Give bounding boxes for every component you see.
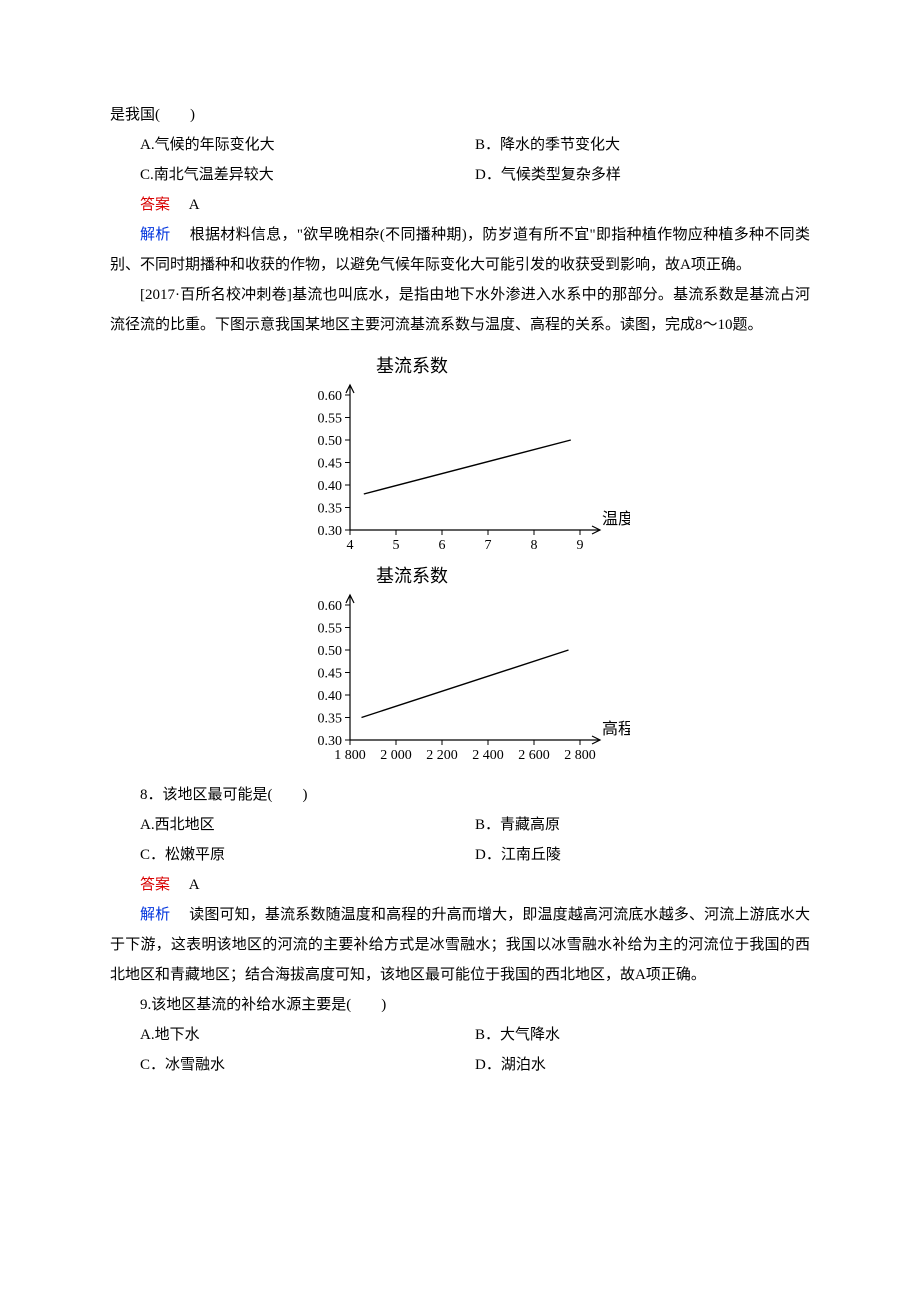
document-page: 是我国( ) A.气候的年际变化大 B．降水的季节变化大 C.南北气温差异较大 … bbox=[0, 0, 920, 1302]
q9-option-a: A.地下水 bbox=[110, 1020, 475, 1050]
svg-text:7: 7 bbox=[485, 538, 492, 553]
q9-option-d: D．湖泊水 bbox=[475, 1050, 810, 1080]
svg-text:0.45: 0.45 bbox=[318, 667, 343, 682]
svg-text:1 800: 1 800 bbox=[334, 748, 366, 763]
analysis-label: 解析 bbox=[110, 907, 170, 923]
q9-stem: 9.该地区基流的补给水源主要是( ) bbox=[110, 990, 810, 1020]
q7-option-a: A.气候的年际变化大 bbox=[110, 130, 475, 160]
svg-text:0.50: 0.50 bbox=[318, 644, 343, 659]
svg-text:高程(m): 高程(m) bbox=[602, 720, 630, 738]
charts-container: 基流系数 0.60 0.55 0.50 0.45 0.40 0.35 0.30 4 5 6 7 8 9 温度… bbox=[110, 350, 810, 770]
q8-option-d: D．江南丘陵 bbox=[475, 840, 810, 870]
svg-text:2 000: 2 000 bbox=[380, 748, 412, 763]
q7-answer-line: 答案 A bbox=[110, 190, 810, 220]
svg-text:6: 6 bbox=[439, 538, 446, 553]
q8-analysis-text: 读图可知，基流系数随温度和高程的升高而增大，即温度越高河流底水越多、河流上游底水… bbox=[110, 907, 810, 983]
q8-option-a: A.西北地区 bbox=[110, 810, 475, 840]
q9-option-b: B．大气降水 bbox=[475, 1020, 810, 1050]
svg-text:0.50: 0.50 bbox=[318, 434, 343, 449]
baseflow-charts: 基流系数 0.60 0.55 0.50 0.45 0.40 0.35 0.30 4 5 6 7 8 9 温度… bbox=[290, 350, 630, 770]
svg-text:2 200: 2 200 bbox=[426, 748, 458, 763]
q7-options-row2: C.南北气温差异较大 D．气候类型复杂多样 bbox=[110, 160, 810, 190]
analysis-label: 解析 bbox=[110, 227, 171, 243]
q7-stem-tail: 是我国( ) bbox=[110, 100, 810, 130]
answer-label: 答案 bbox=[110, 197, 170, 213]
svg-text:基流系数: 基流系数 bbox=[376, 356, 448, 376]
q9-options-row1: A.地下水 B．大气降水 bbox=[110, 1020, 810, 1050]
svg-text:2 800: 2 800 bbox=[564, 748, 596, 763]
q8-analysis-line: 解析 读图可知，基流系数随温度和高程的升高而增大，即温度越高河流底水越多、河流上… bbox=[110, 900, 810, 990]
passage-text: [2017·百所名校冲刺卷]基流也叫底水，是指由地下水外渗进入水系中的那部分。基… bbox=[110, 280, 810, 340]
svg-text:0.55: 0.55 bbox=[318, 412, 343, 427]
q9-options-row2: C．冰雪融水 D．湖泊水 bbox=[110, 1050, 810, 1080]
svg-text:基流系数: 基流系数 bbox=[376, 566, 448, 586]
svg-text:0.35: 0.35 bbox=[318, 712, 343, 727]
svg-text:0.60: 0.60 bbox=[318, 599, 343, 614]
q7-analysis-line: 解析 根据材料信息，"欲早晚相杂(不同播种期)，防岁道有所不宜"即指种植作物应种… bbox=[110, 220, 810, 280]
q8-answer-line: 答案 A bbox=[110, 870, 810, 900]
svg-text:0.30: 0.30 bbox=[318, 734, 343, 749]
svg-text:0.45: 0.45 bbox=[318, 457, 343, 472]
svg-text:温度(℃): 温度(℃) bbox=[602, 510, 630, 528]
svg-text:2 600: 2 600 bbox=[518, 748, 550, 763]
svg-text:5: 5 bbox=[393, 538, 400, 553]
svg-text:0.55: 0.55 bbox=[318, 622, 343, 637]
q7-option-d: D．气候类型复杂多样 bbox=[475, 160, 810, 190]
svg-text:0.60: 0.60 bbox=[318, 389, 343, 404]
q8-options-row2: C．松嫩平原 D．江南丘陵 bbox=[110, 840, 810, 870]
q8-option-c: C．松嫩平原 bbox=[110, 840, 475, 870]
q8-answer-value: A bbox=[174, 877, 200, 893]
q7-answer-value: A bbox=[174, 197, 200, 213]
q7-option-c: C.南北气温差异较大 bbox=[110, 160, 475, 190]
svg-text:4: 4 bbox=[347, 538, 354, 553]
q8-stem: 8．该地区最可能是( ) bbox=[110, 780, 810, 810]
answer-label: 答案 bbox=[110, 877, 170, 893]
q8-option-b: B．青藏高原 bbox=[475, 810, 810, 840]
svg-text:2 400: 2 400 bbox=[472, 748, 504, 763]
q7-options-row1: A.气候的年际变化大 B．降水的季节变化大 bbox=[110, 130, 810, 160]
q9-option-c: C．冰雪融水 bbox=[110, 1050, 475, 1080]
svg-text:0.30: 0.30 bbox=[318, 524, 343, 539]
svg-text:0.35: 0.35 bbox=[318, 502, 343, 517]
svg-text:8: 8 bbox=[531, 538, 538, 553]
q8-options-row1: A.西北地区 B．青藏高原 bbox=[110, 810, 810, 840]
svg-text:0.40: 0.40 bbox=[318, 689, 343, 704]
q7-analysis-text: 根据材料信息，"欲早晚相杂(不同播种期)，防岁道有所不宜"即指种植作物应种植多种… bbox=[110, 227, 810, 273]
q7-option-b: B．降水的季节变化大 bbox=[475, 130, 810, 160]
svg-text:0.40: 0.40 bbox=[318, 479, 343, 494]
svg-text:9: 9 bbox=[577, 538, 584, 553]
